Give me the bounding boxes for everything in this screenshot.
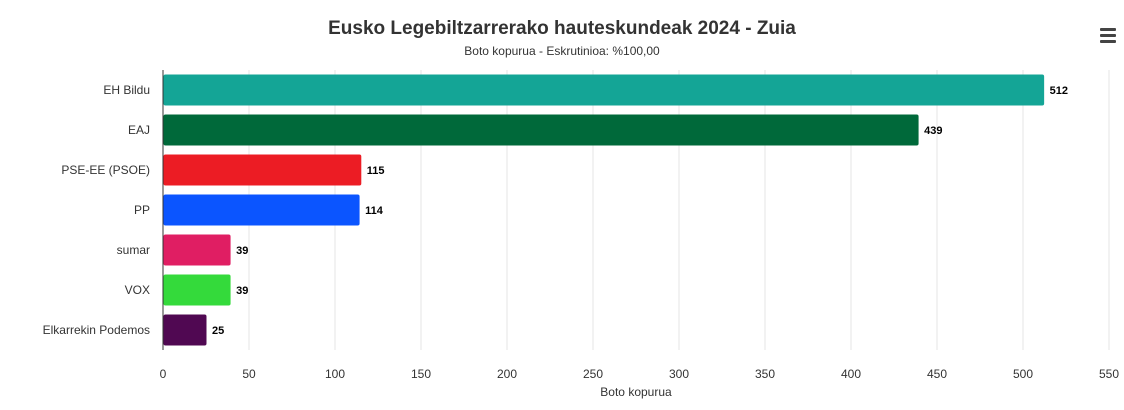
x-tick-label: 200 — [497, 367, 517, 381]
bars — [163, 74, 1045, 346]
hamburger-menu-icon[interactable] — [1096, 25, 1120, 45]
x-tick-label: 350 — [755, 367, 775, 381]
x-tick-label: 550 — [1099, 367, 1119, 381]
x-tick-label: 450 — [927, 367, 947, 381]
x-tick-label: 100 — [325, 367, 345, 381]
data-label: 114 — [365, 205, 384, 217]
x-tick-label: 150 — [411, 367, 431, 381]
chart-title: Eusko Legebiltzarrerako hauteskundeak 20… — [328, 18, 796, 39]
category-label: VOX — [125, 283, 150, 297]
data-label: 439 — [924, 125, 942, 137]
x-tick-label: 400 — [841, 367, 861, 381]
bar[interactable] — [163, 274, 231, 306]
bar[interactable] — [163, 194, 360, 226]
category-label: Elkarrekin Podemos — [43, 323, 150, 337]
bar[interactable] — [163, 154, 362, 186]
category-label: PSE-EE (PSOE) — [61, 163, 150, 177]
category-label: PP — [134, 203, 150, 217]
data-label: 39 — [236, 245, 248, 257]
x-axis-title: Boto kopurua — [600, 385, 672, 399]
x-tick-label: 250 — [583, 367, 603, 381]
x-tick-label: 500 — [1013, 367, 1033, 381]
x-tick-label: 0 — [160, 367, 167, 381]
bar[interactable] — [163, 234, 231, 266]
data-label: 25 — [212, 325, 224, 337]
x-tick-label: 50 — [242, 367, 256, 381]
category-label: EAJ — [128, 123, 150, 137]
bar[interactable] — [163, 314, 207, 346]
bar[interactable] — [163, 74, 1045, 106]
category-label: sumar — [117, 243, 150, 257]
tick-labels: 0 50 100 150 200 250 300 350 400 450 500 550 — [160, 367, 1120, 381]
data-label: 115 — [367, 165, 385, 177]
category-label: EH Bildu — [103, 83, 150, 97]
data-label: 39 — [236, 285, 248, 297]
x-tick-label: 300 — [669, 367, 689, 381]
data-label: 512 — [1050, 85, 1068, 97]
bar[interactable] — [163, 114, 919, 146]
data-labels: 512 439 115 114 39 39 25 — [212, 85, 1068, 337]
chart-subtitle: Boto kopurua - Eskrutinioa: %100,00 — [464, 44, 660, 58]
category-labels: EH Bildu EAJ PSE-EE (PSOE) PP sumar VOX Elkarr… — [43, 83, 150, 337]
